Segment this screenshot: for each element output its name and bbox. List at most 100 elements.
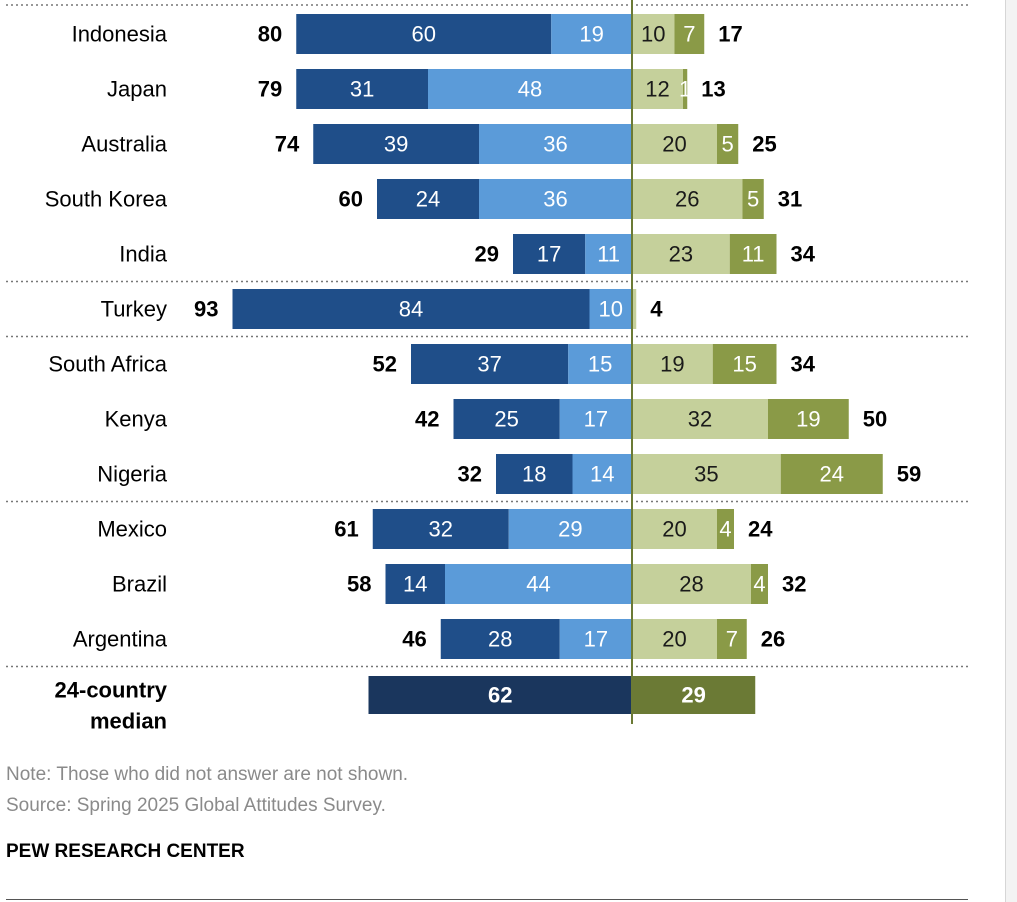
- bar-left-dark-label: 39: [384, 132, 408, 157]
- category-label: Australia: [81, 132, 167, 157]
- bar-left-dark-label: 32: [429, 517, 453, 542]
- bar-left-dark-label: 25: [494, 407, 518, 432]
- bar-left-light-label: 44: [526, 572, 550, 597]
- note-text: Note: Those who did not answer are not s…: [6, 764, 409, 785]
- bar-right-light: [632, 124, 717, 164]
- left-total-label: 74: [275, 132, 300, 157]
- left-total-label: 60: [339, 187, 363, 212]
- category-label: Indonesia: [72, 22, 168, 47]
- bar-left-light-label: 17: [584, 407, 608, 432]
- right-total-label: 24: [748, 517, 773, 542]
- left-total-label: 46: [402, 627, 426, 652]
- bar-right-dark: [729, 234, 777, 274]
- left-total-label: 52: [373, 352, 397, 377]
- bar-right-dark: [742, 179, 764, 219]
- bar-left-light: [559, 619, 632, 659]
- bar-left-dark: [496, 454, 573, 494]
- bar-right-light-label: 10: [641, 22, 665, 47]
- bar-left-light-label: 10: [599, 297, 623, 322]
- bar-left-dark: [377, 179, 479, 219]
- scrollbar[interactable]: [1005, 0, 1017, 902]
- right-total-label: 50: [863, 407, 887, 432]
- bar-left-dark: [372, 509, 509, 549]
- left-total-label: 79: [258, 77, 282, 102]
- bar-left-light-label: 36: [543, 187, 567, 212]
- bar-left-dark: [232, 289, 590, 329]
- bar-right-light-label: 19: [660, 352, 684, 377]
- right-total-label: 25: [752, 132, 776, 157]
- right-total-label: 59: [897, 462, 921, 487]
- bar-right-dark-label: 4: [753, 572, 765, 597]
- bar-right-light: [632, 509, 717, 549]
- bar-right-dark-label: 5: [747, 187, 759, 212]
- bar-right-dark-label: 4: [719, 517, 731, 542]
- left-total-label: 29: [475, 242, 499, 267]
- bar-left-light-label: 36: [543, 132, 567, 157]
- bar-left-dark-label: 84: [399, 297, 423, 322]
- bar-left-light: [559, 399, 632, 439]
- bar-left-dark-label: 31: [350, 77, 374, 102]
- left-total-label: 93: [194, 297, 218, 322]
- bar-left-dark: [453, 399, 560, 439]
- bar-left-dark: [313, 124, 479, 164]
- bar-left-dark: [385, 564, 445, 604]
- category-label: Nigeria: [97, 462, 167, 487]
- bar-left-dark: [296, 14, 552, 54]
- bar-right-dark: [712, 344, 777, 384]
- bar-left-light-label: 17: [584, 627, 608, 652]
- bar-right-dark-label: 11: [742, 242, 765, 267]
- bar-right-dark-label: 19: [796, 407, 820, 432]
- bar-right-dark-label: 1: [679, 77, 691, 102]
- left-total-label: 32: [458, 462, 482, 487]
- right-total-label: 32: [782, 572, 806, 597]
- bar-right-light: [632, 619, 717, 659]
- bottom-rule: [6, 899, 968, 900]
- chart-svg: 60 19 10 7 80 17 Indonesia 31 48 12 1 79 13 Japan 39 36…: [6, 0, 968, 734]
- bar-right-dark-label: 24: [820, 462, 844, 487]
- category-label: Kenya: [105, 407, 168, 432]
- category-label: Turkey: [101, 297, 167, 322]
- bar-left-light: [445, 564, 632, 604]
- bar-right-light-label: 20: [662, 517, 686, 542]
- bar-left-light: [585, 234, 632, 274]
- right-total-label: 26: [761, 627, 785, 652]
- bar-right-dark-label: 7: [726, 627, 738, 652]
- right-total-label: 4: [650, 297, 663, 322]
- bar-right-light: [632, 14, 675, 54]
- bar-left-light: [479, 179, 632, 219]
- bar-left-light: [572, 454, 632, 494]
- bar-right-dark-label: 7: [683, 22, 695, 47]
- category-label: India: [119, 242, 167, 267]
- bar-left-dark-label: 17: [537, 242, 561, 267]
- bar-right-light: [632, 344, 713, 384]
- source-text: Source: Spring 2025 Global Attitudes Sur…: [6, 795, 386, 816]
- bar-left-light: [479, 124, 632, 164]
- category-label: Mexico: [97, 517, 167, 542]
- right-total-label: 13: [701, 77, 725, 102]
- bar-right-dark: [717, 124, 739, 164]
- bar-left-light: [589, 289, 632, 329]
- bar-right-light-label: 12: [645, 77, 669, 102]
- right-total-label: 34: [791, 242, 816, 267]
- bar-left-dark-label: 14: [403, 572, 427, 597]
- bar-left-light-label: 11: [597, 242, 620, 267]
- bar-left-light: [508, 509, 632, 549]
- bar-left-light-label: 19: [579, 22, 603, 47]
- right-total-label: 17: [718, 22, 742, 47]
- median-bar-left: [368, 676, 632, 714]
- category-label: South Korea: [45, 187, 168, 212]
- bar-right-dark: [751, 564, 768, 604]
- left-total-label: 58: [347, 572, 371, 597]
- bar-left-light: [568, 344, 632, 384]
- bar-right-dark-label: 5: [722, 132, 734, 157]
- bar-left-dark-label: 28: [488, 627, 512, 652]
- bar-left-light: [428, 69, 632, 109]
- bar-right-dark: [717, 619, 747, 659]
- bar-right-light: [632, 69, 683, 109]
- bar-right-dark: [717, 509, 734, 549]
- category-label: Japan: [107, 77, 167, 102]
- bar-right-light: [632, 234, 730, 274]
- median-category-label: 24-country: [55, 678, 168, 703]
- left-total-label: 61: [334, 517, 358, 542]
